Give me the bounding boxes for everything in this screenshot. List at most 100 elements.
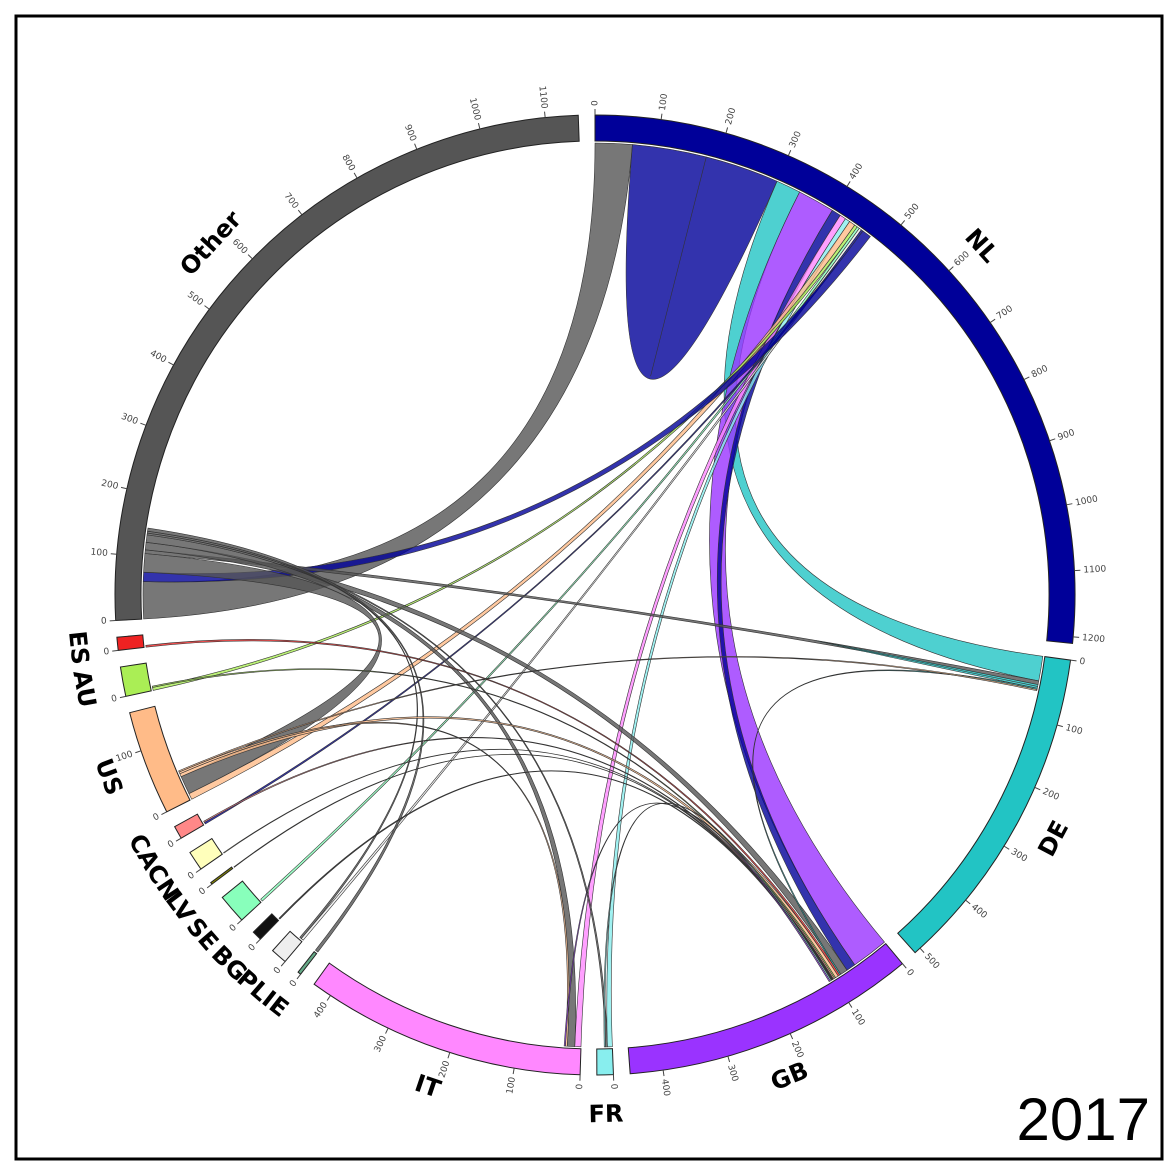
- ribbon: [816, 640, 1039, 689]
- segment-arc: [114, 114, 580, 622]
- ribbon: [178, 721, 570, 1047]
- segment-label: FR: [588, 1100, 623, 1129]
- tick-label: 0: [103, 647, 110, 658]
- tick-label: 800: [1030, 364, 1050, 381]
- tick-label: 300: [725, 1064, 739, 1084]
- year-label: 2017: [1017, 1086, 1150, 1153]
- tick: [1066, 503, 1073, 506]
- tick-label: 0: [197, 886, 208, 898]
- tick-label: 600: [230, 237, 249, 256]
- tick: [135, 750, 142, 754]
- tick-label: 1000: [467, 97, 482, 122]
- tick: [787, 149, 792, 156]
- segment-label: DE: [1032, 816, 1074, 861]
- segment-label: GB: [767, 1056, 813, 1096]
- ribbon: [144, 549, 1040, 685]
- segment-arc: [129, 705, 191, 813]
- tick: [296, 973, 302, 980]
- tick-label: 200: [724, 107, 738, 127]
- tick: [1073, 636, 1080, 638]
- tick-label: 0: [288, 978, 300, 989]
- segment-arc: [627, 942, 904, 1075]
- tick: [120, 486, 128, 490]
- tick-label: 500: [903, 202, 922, 222]
- tick: [1056, 724, 1063, 728]
- tick: [385, 1027, 389, 1034]
- tick-label: 300: [373, 1034, 390, 1054]
- tick-label: 200: [789, 1040, 805, 1060]
- segment-arc: [189, 837, 223, 870]
- tick: [660, 113, 663, 120]
- tick-label: 100: [849, 1008, 867, 1028]
- tick-label: 500: [185, 290, 205, 308]
- ribbon: [203, 737, 835, 980]
- ribbon: [188, 221, 856, 800]
- ribbon: [606, 218, 851, 1048]
- ribbon: [723, 180, 1044, 682]
- ribbons: [142, 142, 1044, 1048]
- tick: [902, 963, 907, 969]
- tick-label: 300: [1009, 847, 1029, 865]
- ribbon: [203, 229, 864, 825]
- tick-label: 900: [402, 123, 418, 143]
- ribbon: [145, 534, 576, 1047]
- tick-label: 0: [186, 870, 197, 882]
- tick-label: 400: [312, 1000, 330, 1020]
- tick-label: 400: [848, 162, 866, 182]
- tick-label: 1100: [1083, 564, 1107, 575]
- segment-arc: [596, 1048, 614, 1076]
- tick-label: 0: [608, 1083, 618, 1089]
- tick: [789, 1033, 794, 1040]
- tick-label: 0: [166, 839, 176, 851]
- tick: [414, 143, 418, 150]
- tick: [161, 811, 168, 816]
- tick: [255, 938, 261, 944]
- tick-label: 100: [658, 93, 670, 112]
- segment-arc: [116, 634, 145, 651]
- ribbon: [178, 656, 1038, 773]
- tick-label: 700: [282, 191, 301, 211]
- segment-arc: [119, 662, 152, 697]
- tick-label: 1200: [1082, 633, 1106, 645]
- segment-arc: [210, 866, 234, 885]
- segment-arc: [594, 114, 1076, 645]
- segment-arc: [897, 656, 1072, 954]
- ribbon: [223, 748, 834, 980]
- tick-label: 0: [272, 965, 284, 976]
- tick: [447, 1052, 451, 1059]
- segment-arc: [173, 813, 205, 839]
- tick: [1070, 659, 1077, 662]
- tick: [204, 305, 210, 310]
- tick: [206, 883, 213, 889]
- tick: [965, 899, 971, 905]
- tick: [1023, 376, 1030, 381]
- tick-label: 200: [100, 479, 119, 493]
- ribbon: [233, 753, 834, 981]
- tick: [948, 266, 954, 272]
- tick: [919, 947, 925, 953]
- tick-label: 0: [101, 616, 108, 626]
- tick: [544, 111, 546, 118]
- tick: [900, 220, 906, 226]
- segment-arc: [297, 950, 318, 975]
- tick: [1034, 786, 1041, 791]
- ribbon: [278, 770, 833, 981]
- tick-label: 0: [591, 100, 601, 106]
- tick-label: 100: [1064, 723, 1084, 737]
- ribbon: [151, 668, 836, 979]
- tick-label: 200: [1041, 787, 1061, 803]
- segment-arc: [221, 880, 262, 921]
- tick: [727, 1056, 731, 1063]
- segment-arc: [313, 962, 582, 1076]
- ribbon: [625, 144, 778, 380]
- ribbon: [145, 639, 841, 977]
- tick-label: 300: [788, 130, 804, 150]
- tick-label: 800: [339, 153, 356, 173]
- tick-label: 100: [505, 1076, 518, 1095]
- ribbon: [752, 669, 1038, 976]
- ribbon: [300, 227, 862, 941]
- tick: [725, 127, 729, 134]
- tick: [326, 995, 331, 1001]
- tick-label: 1100: [536, 85, 548, 109]
